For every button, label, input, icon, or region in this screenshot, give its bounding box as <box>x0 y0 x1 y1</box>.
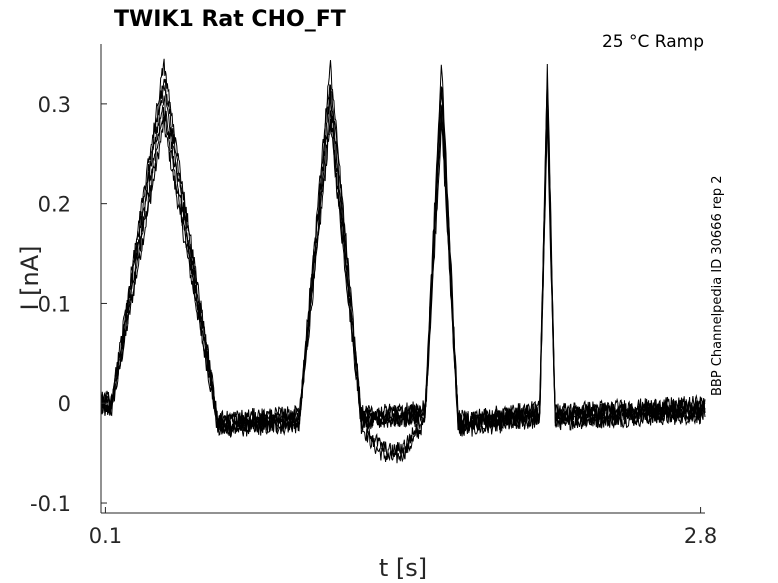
x-axis-label: t [s] <box>379 554 427 582</box>
current-trace-6 <box>100 58 706 427</box>
condition-annotation: 25 °C Ramp <box>602 32 704 52</box>
y-tick-label: 0.2 <box>38 193 71 217</box>
channelpedia-id-label: BBP Channelpedia ID 30666 rep 2 <box>710 175 725 396</box>
x-tick-label: 2.8 <box>684 524 717 548</box>
y-tick-label: 0 <box>58 392 71 416</box>
y-tick-label: 0.1 <box>38 292 71 316</box>
y-axis-label: I [nA] <box>16 245 44 310</box>
y-tick-label: -0.1 <box>30 492 71 516</box>
chart-title: TWIK1 Rat CHO_FT <box>114 7 346 32</box>
current-traces <box>100 58 706 464</box>
axes <box>100 44 705 514</box>
x-tick-label: 0.1 <box>89 524 122 548</box>
y-tick-label: 0.3 <box>38 93 71 117</box>
y-ticks: -0.1 0 0.1 0.2 0.3 <box>30 93 107 516</box>
current-trace-3 <box>100 95 706 434</box>
x-ticks: 0.1 2.8 <box>89 507 717 548</box>
